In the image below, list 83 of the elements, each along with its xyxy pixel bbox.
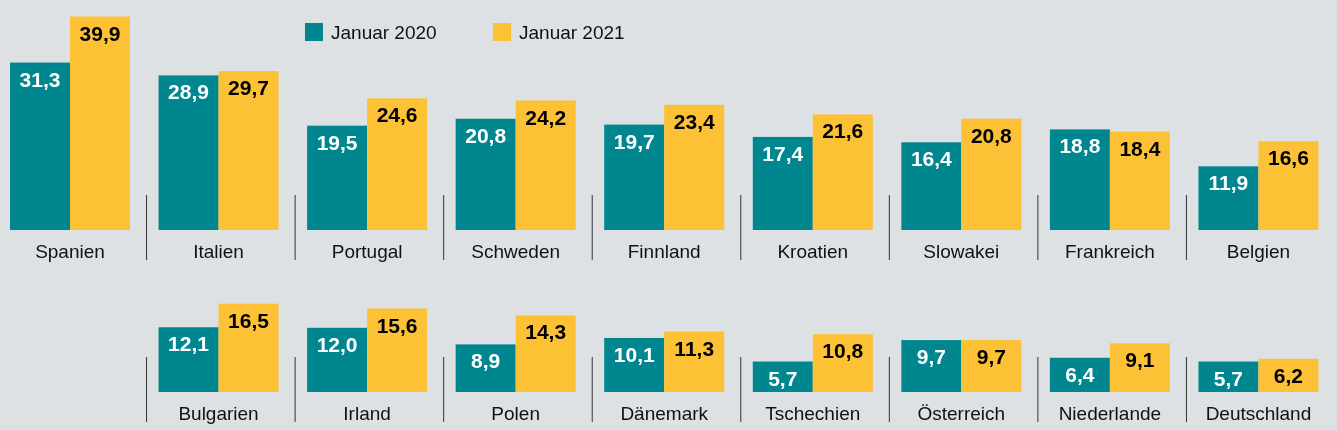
bar — [367, 98, 428, 230]
bar — [367, 308, 428, 392]
bar — [961, 118, 1022, 230]
x-tick-label: Bulgarien — [178, 403, 259, 424]
data-label: 18,4 — [1119, 136, 1161, 160]
data-label: 18,8 — [1059, 134, 1101, 158]
x-tick-label: Spanien — [35, 241, 105, 262]
bar — [455, 344, 516, 392]
bar — [158, 75, 219, 230]
data-label: 15,6 — [376, 313, 418, 337]
legend-label: Januar 2021 — [519, 22, 625, 43]
data-label: 9,7 — [976, 345, 1006, 369]
bar — [604, 124, 665, 230]
bar — [1049, 129, 1110, 230]
bar — [752, 136, 813, 230]
x-tick-label: Schweden — [471, 241, 561, 262]
x-tick-label: Slowakei — [923, 241, 1000, 262]
data-label: 16,6 — [1268, 146, 1309, 170]
data-label: 39,9 — [79, 21, 121, 45]
data-label: 16,4 — [910, 147, 953, 171]
data-label: 24,6 — [376, 103, 418, 127]
x-tick-label: Portugal — [331, 241, 403, 262]
x-tick-label: Polen — [491, 403, 540, 424]
bar — [218, 71, 279, 230]
data-label: 11,9 — [1208, 171, 1249, 195]
bar — [604, 337, 665, 392]
x-tick-label: Italien — [193, 241, 244, 262]
data-label: 19,7 — [613, 129, 655, 153]
data-label: 6,4 — [1065, 362, 1095, 386]
bar — [1109, 343, 1170, 392]
x-tick-label: Kroatien — [777, 241, 849, 262]
x-tick-label: Dänemark — [620, 403, 709, 424]
bar — [307, 327, 368, 392]
x-tick-label: Österreich — [917, 403, 1006, 424]
bar — [664, 104, 725, 230]
data-label: 14,3 — [525, 320, 567, 344]
data-label: 8,9 — [471, 349, 501, 373]
data-label: 11,3 — [674, 336, 715, 360]
bar — [901, 142, 962, 230]
data-label: 9,1 — [1125, 348, 1155, 372]
legend-label: Januar 2020 — [331, 22, 437, 43]
data-label: 28,9 — [168, 80, 209, 104]
x-tick-label: Niederlande — [1058, 403, 1162, 424]
bar — [1109, 131, 1170, 230]
bar — [515, 100, 576, 230]
data-label: 20,8 — [970, 123, 1013, 147]
data-label: 6,2 — [1273, 363, 1304, 387]
x-tick-label: Belgien — [1226, 241, 1291, 262]
x-tick-label: Irland — [343, 403, 391, 424]
bar — [158, 327, 219, 392]
bar — [307, 125, 368, 230]
x-tick-label: Finnland — [627, 241, 701, 262]
x-tick-label: Deutschland — [1205, 403, 1312, 424]
data-label: 17,4 — [762, 141, 804, 165]
data-label: 19,5 — [316, 130, 358, 154]
bar — [812, 114, 873, 230]
data-label: 12,1 — [168, 332, 210, 356]
data-label: 21,6 — [822, 119, 864, 143]
x-tick-label: Tschechien — [765, 403, 861, 424]
bar — [664, 331, 725, 392]
data-label: 10,8 — [822, 339, 864, 363]
data-label: 31,3 — [19, 67, 61, 91]
data-label: 5,7 — [1213, 366, 1244, 390]
data-label: 12,0 — [316, 332, 358, 356]
bar — [70, 16, 130, 230]
bar — [901, 340, 962, 392]
bar — [10, 62, 70, 230]
data-label: 29,7 — [228, 76, 269, 100]
data-label: 9,7 — [916, 345, 946, 369]
data-label: 10,1 — [613, 342, 655, 366]
data-label: 20,8 — [465, 123, 507, 147]
bar — [455, 118, 516, 230]
data-label: 16,5 — [228, 308, 270, 332]
bar — [515, 315, 576, 392]
bar — [1198, 166, 1259, 230]
data-label: 23,4 — [673, 109, 715, 133]
data-label: 5,7 — [768, 366, 798, 390]
bar — [218, 303, 279, 392]
bar — [812, 334, 873, 392]
data-label: 24,2 — [525, 105, 567, 129]
bar — [961, 340, 1022, 392]
bar — [1258, 141, 1319, 230]
x-tick-label: Frankreich — [1065, 241, 1155, 262]
